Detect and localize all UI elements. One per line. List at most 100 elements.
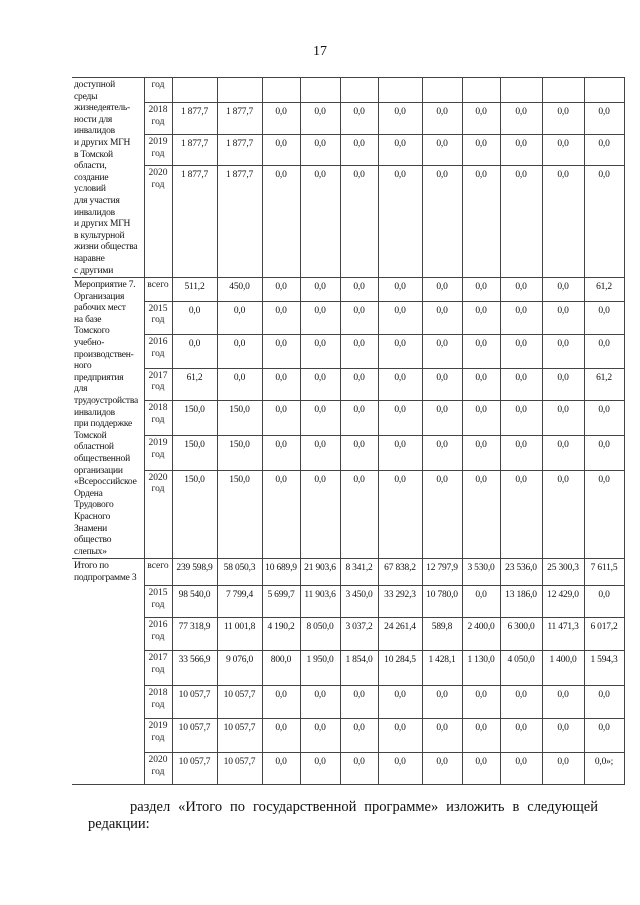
row-description: доступной среды жизнедеятель- ности для … (72, 76, 145, 279)
value-cell: 67 838,2 (377, 558, 423, 587)
value-cell: 1 877,7 (216, 164, 263, 279)
value-cell: 10 057,7 (171, 718, 218, 754)
value-cell: 0,0 (377, 718, 423, 754)
value-cell: 0,0 (261, 469, 301, 560)
value-cell (171, 77, 218, 103)
value-cell: 21 903,6 (299, 558, 341, 587)
value-cell: 0,0 (583, 435, 625, 471)
value-cell: 0,0 (461, 585, 501, 619)
value-cell: 589,8 (421, 617, 463, 652)
value-cell: 0,0 (499, 435, 543, 471)
value-cell: 0,0 (377, 367, 423, 402)
value-cell: 8 341,2 (339, 558, 379, 587)
table-row: 2015 год 0,0 0,0 0,0 0,0 0,0 0,0 0,0 0,0 0,0 0,0 0,… (72, 300, 625, 336)
value-cell: 0,0 (299, 334, 341, 369)
value-cell: 0,0 (261, 752, 301, 786)
value-cell: 0,0 (541, 685, 585, 720)
year-cell: 2017 год (143, 650, 173, 687)
value-cell: 0,0 (299, 134, 341, 166)
value-cell: 10 057,7 (216, 685, 263, 720)
value-cell: 0,0 (377, 134, 423, 166)
table-row: 2020 год 10 057,7 10 057,7 0,0 0,0 0,0 0,0 0,0 0… (72, 752, 625, 786)
value-cell: 1 130,0 (461, 650, 501, 687)
value-cell: 0,0 (339, 277, 379, 302)
value-cell: 0,0 (377, 400, 423, 437)
value-cell: 0,0 (377, 435, 423, 471)
value-cell: 0,0 (339, 752, 379, 786)
table-row: 2016 год 0,0 0,0 0,0 0,0 0,0 0,0 0,0 0,0 0,0 0,0 0,… (72, 334, 625, 369)
value-cell: 6 017,2 (583, 617, 625, 652)
value-cell: 0,0 (583, 685, 625, 720)
value-cell: 1 877,7 (171, 102, 218, 135)
value-cell (261, 77, 301, 103)
value-cell: 77 318,9 (171, 617, 218, 652)
year-cell: 2020 год (143, 752, 173, 786)
page-number: 17 (313, 44, 327, 59)
value-cell: 0,0 (261, 718, 301, 754)
value-cell: 33 566,9 (171, 650, 218, 687)
value-cell: 0,0 (377, 334, 423, 369)
value-cell: 0,0 (461, 134, 501, 166)
value-cell: 0,0 (299, 752, 341, 786)
value-cell: 3 530,0 (461, 558, 501, 587)
value-cell: 0,0 (421, 334, 463, 369)
year-cell: 2019 год (143, 134, 173, 166)
value-cell: 0,0 (499, 300, 543, 336)
value-cell: 0,0 (377, 685, 423, 720)
value-cell: 1 400,0 (541, 650, 585, 687)
value-cell: 0,0 (583, 334, 625, 369)
value-cell: 0,0 (541, 752, 585, 786)
value-cell: 0,0 (421, 367, 463, 402)
year-cell: 2020 год (143, 469, 173, 560)
value-cell: 0,0 (216, 334, 263, 369)
value-cell: 0,0 (421, 718, 463, 754)
value-cell: 0,0 (377, 277, 423, 302)
value-cell: 150,0 (171, 435, 218, 471)
value-cell: 239 598,9 (171, 558, 218, 587)
value-cell: 1 877,7 (171, 134, 218, 166)
value-cell: 13 186,0 (499, 585, 543, 619)
value-cell: 0,0 (339, 435, 379, 471)
value-cell: 0,0 (583, 134, 625, 166)
table-row: Итого по подпрограмме 3 всего 239 598,9 58 … (72, 558, 625, 786)
value-cell: 0,0 (583, 164, 625, 279)
value-cell: 0,0 (377, 164, 423, 279)
value-cell: 0,0 (339, 134, 379, 166)
value-cell: 33 292,3 (377, 585, 423, 619)
value-cell: 0,0 (499, 400, 543, 437)
value-cell: 8 050,0 (299, 617, 341, 652)
year-cell: 2018 год (143, 102, 173, 135)
table-row: 2019 год 150,0 150,0 0,0 0,0 0,0 0,0 0,0 0,0 0,0 0… (72, 435, 625, 471)
value-cell: 1 877,7 (216, 102, 263, 135)
value-cell: 0,0 (461, 718, 501, 754)
value-cell: 0,0 (461, 367, 501, 402)
year-cell: всего (143, 558, 173, 587)
value-cell (377, 77, 423, 103)
value-cell: 11 471,3 (541, 617, 585, 652)
value-cell: 0,0 (299, 102, 341, 135)
value-cell: 150,0 (216, 400, 263, 437)
value-cell: 0,0 (261, 367, 301, 402)
value-cell: 0,0 (299, 685, 341, 720)
value-cell: 9 076,0 (216, 650, 263, 687)
table-row: 2018 год 150,0 150,0 0,0 0,0 0,0 0,0 0,0 0,0 0,0 0… (72, 400, 625, 437)
value-cell: 0,0 (461, 752, 501, 786)
table-row: 2018 год 10 057,7 10 057,7 0,0 0,0 0,0 0,0 0,0 0… (72, 685, 625, 720)
value-cell: 0,0 (461, 685, 501, 720)
year-cell: 2019 год (143, 435, 173, 471)
table-row: Мероприятие 7. Организация рабочих мест … (72, 277, 625, 560)
value-cell: 1 594,3 (583, 650, 625, 687)
value-cell: 0,0 (499, 367, 543, 402)
value-cell: 0,0 (261, 277, 301, 302)
value-cell: 0,0 (339, 718, 379, 754)
value-cell: 0,0 (541, 102, 585, 135)
value-cell: 0,0 (261, 685, 301, 720)
value-cell: 0,0 (499, 277, 543, 302)
value-cell: 150,0 (171, 400, 218, 437)
value-cell: 0,0 (499, 469, 543, 560)
value-cell: 10 057,7 (216, 752, 263, 786)
value-cell: 25 300,3 (541, 558, 585, 587)
value-cell: 11 903,6 (299, 585, 341, 619)
value-cell: 23 536,0 (499, 558, 543, 587)
value-cell: 10 057,7 (171, 752, 218, 786)
